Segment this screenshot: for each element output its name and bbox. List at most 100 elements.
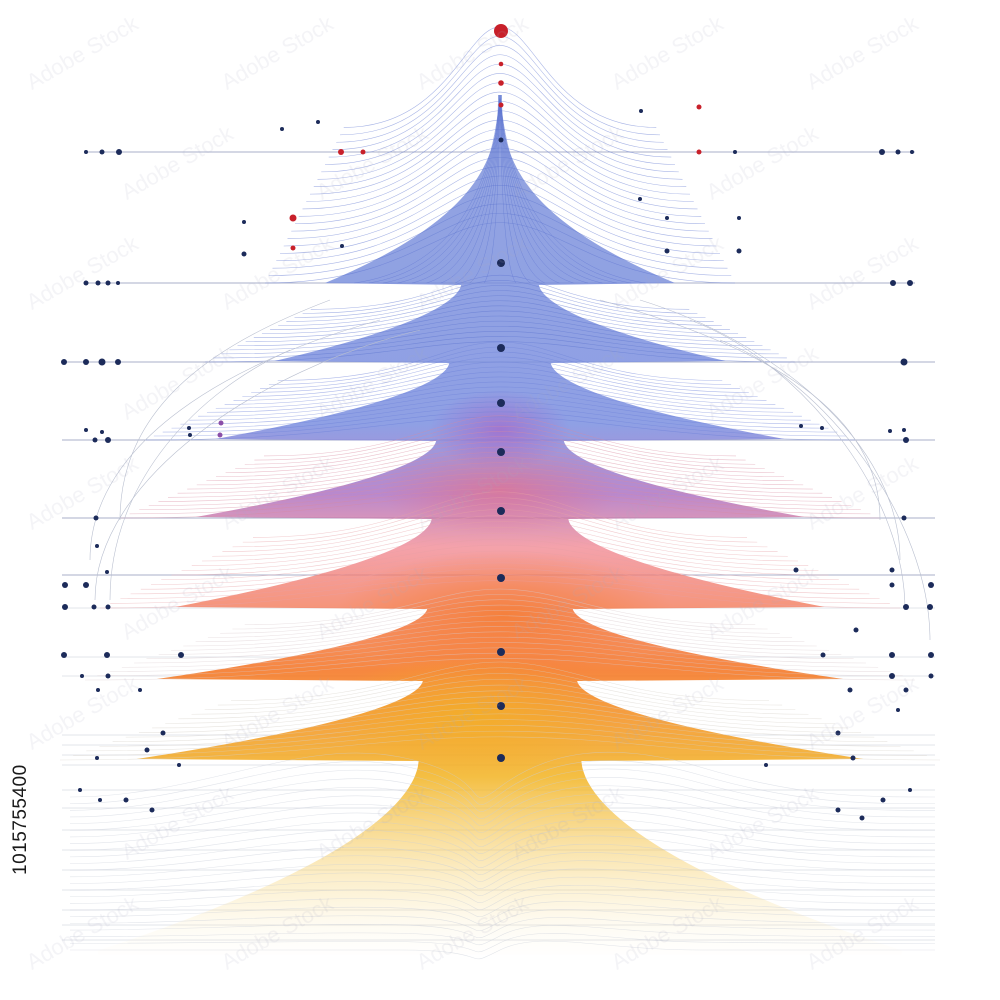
- contour-line: [109, 647, 891, 672]
- contour-line: [59, 736, 941, 761]
- contour-line: [69, 925, 936, 946]
- node-dot: [890, 280, 896, 286]
- contour-line: [215, 376, 785, 409]
- node-dot: [879, 149, 885, 155]
- node-dot: [928, 582, 934, 588]
- contour-line: [252, 491, 748, 538]
- node-dot: [83, 359, 89, 365]
- contour-line: [69, 868, 936, 896]
- contour-line: [242, 361, 758, 397]
- node-dot: [188, 433, 192, 437]
- contour-line: [294, 285, 706, 318]
- node-dot: [84, 428, 88, 432]
- contour-line: [254, 420, 746, 461]
- node-dot: [115, 359, 121, 365]
- node-dot: [903, 437, 909, 443]
- contour-line: [69, 876, 936, 903]
- contour-line: [279, 185, 721, 254]
- contour-line: [69, 933, 936, 953]
- node-dot: [820, 426, 824, 430]
- node-dot: [242, 220, 246, 224]
- contour-line: [69, 751, 936, 799]
- contour-line: [244, 425, 756, 465]
- node-dot: [62, 582, 68, 588]
- contour-line: [69, 818, 936, 854]
- node-dot: [93, 515, 99, 521]
- contour-line: [69, 860, 936, 889]
- center-node: [497, 648, 505, 656]
- node-dot: [850, 755, 856, 761]
- trail-curve: [89, 319, 381, 561]
- node-dot: [177, 763, 181, 767]
- node-dot: [928, 652, 934, 658]
- center-node: [497, 259, 505, 267]
- node-dot: [78, 788, 82, 792]
- contour-line: [158, 472, 842, 502]
- node-dot: [889, 567, 895, 573]
- contour-line: [283, 175, 717, 247]
- node-dot: [84, 150, 88, 154]
- node-dot: [116, 281, 120, 285]
- center-node: [497, 754, 505, 762]
- top-red-node: [494, 24, 508, 38]
- center-node: [498, 80, 504, 86]
- node-dot: [83, 280, 89, 286]
- node-dot: [696, 104, 702, 110]
- node-dot: [847, 687, 853, 693]
- contour-line: [144, 416, 856, 441]
- contour-line: [69, 768, 936, 813]
- contour-line: [180, 396, 820, 425]
- side-trail-curves: [89, 299, 931, 641]
- contour-line: [139, 483, 861, 511]
- node-dot: [835, 730, 841, 736]
- center-node: [497, 399, 505, 407]
- trail-curve: [719, 339, 931, 641]
- contour-line: [204, 673, 796, 710]
- stock-id-label: 1015755400: [10, 764, 31, 875]
- node-dot: [910, 150, 914, 154]
- contour-line: [224, 371, 776, 405]
- contour-line: [251, 356, 749, 393]
- node-dot: [98, 798, 102, 802]
- node-dot: [639, 109, 643, 113]
- contour-line: [270, 300, 730, 330]
- node-dot: [95, 756, 99, 760]
- contour-line: [206, 446, 794, 482]
- node-dot: [218, 420, 224, 426]
- node-dot: [907, 280, 913, 286]
- contour-line: [171, 538, 829, 576]
- node-dot: [316, 120, 320, 124]
- contour-line: [191, 679, 809, 715]
- node-dot: [105, 280, 111, 286]
- contour-line: [278, 295, 722, 326]
- contour-line: [276, 194, 724, 262]
- contour-line: [165, 690, 835, 724]
- node-dot: [92, 437, 98, 443]
- trail-curve: [639, 299, 901, 561]
- contour-line: [232, 503, 768, 548]
- contour-line: [268, 213, 732, 276]
- contour-line: [187, 457, 813, 490]
- trail-curve: [119, 299, 331, 521]
- center-node: [497, 448, 505, 456]
- node-dot: [289, 214, 297, 222]
- node-dot: [95, 280, 101, 286]
- node-dot: [888, 429, 892, 433]
- contour-line: [69, 893, 936, 918]
- contour-line: [69, 793, 936, 834]
- contour-line: [69, 909, 936, 932]
- contour-line: [302, 129, 698, 210]
- contour-line: [153, 411, 847, 437]
- contour-line: [130, 562, 870, 595]
- node-dot: [116, 149, 122, 155]
- contour-line: [233, 366, 767, 401]
- node-dot: [105, 604, 111, 610]
- node-dot: [123, 797, 129, 803]
- contour-line: [277, 341, 723, 381]
- contour-line: [310, 274, 690, 310]
- center-node: [498, 137, 504, 143]
- contour-line: [220, 599, 780, 634]
- contour-line: [286, 290, 714, 322]
- contour-line: [195, 610, 805, 643]
- node-dot: [241, 251, 247, 257]
